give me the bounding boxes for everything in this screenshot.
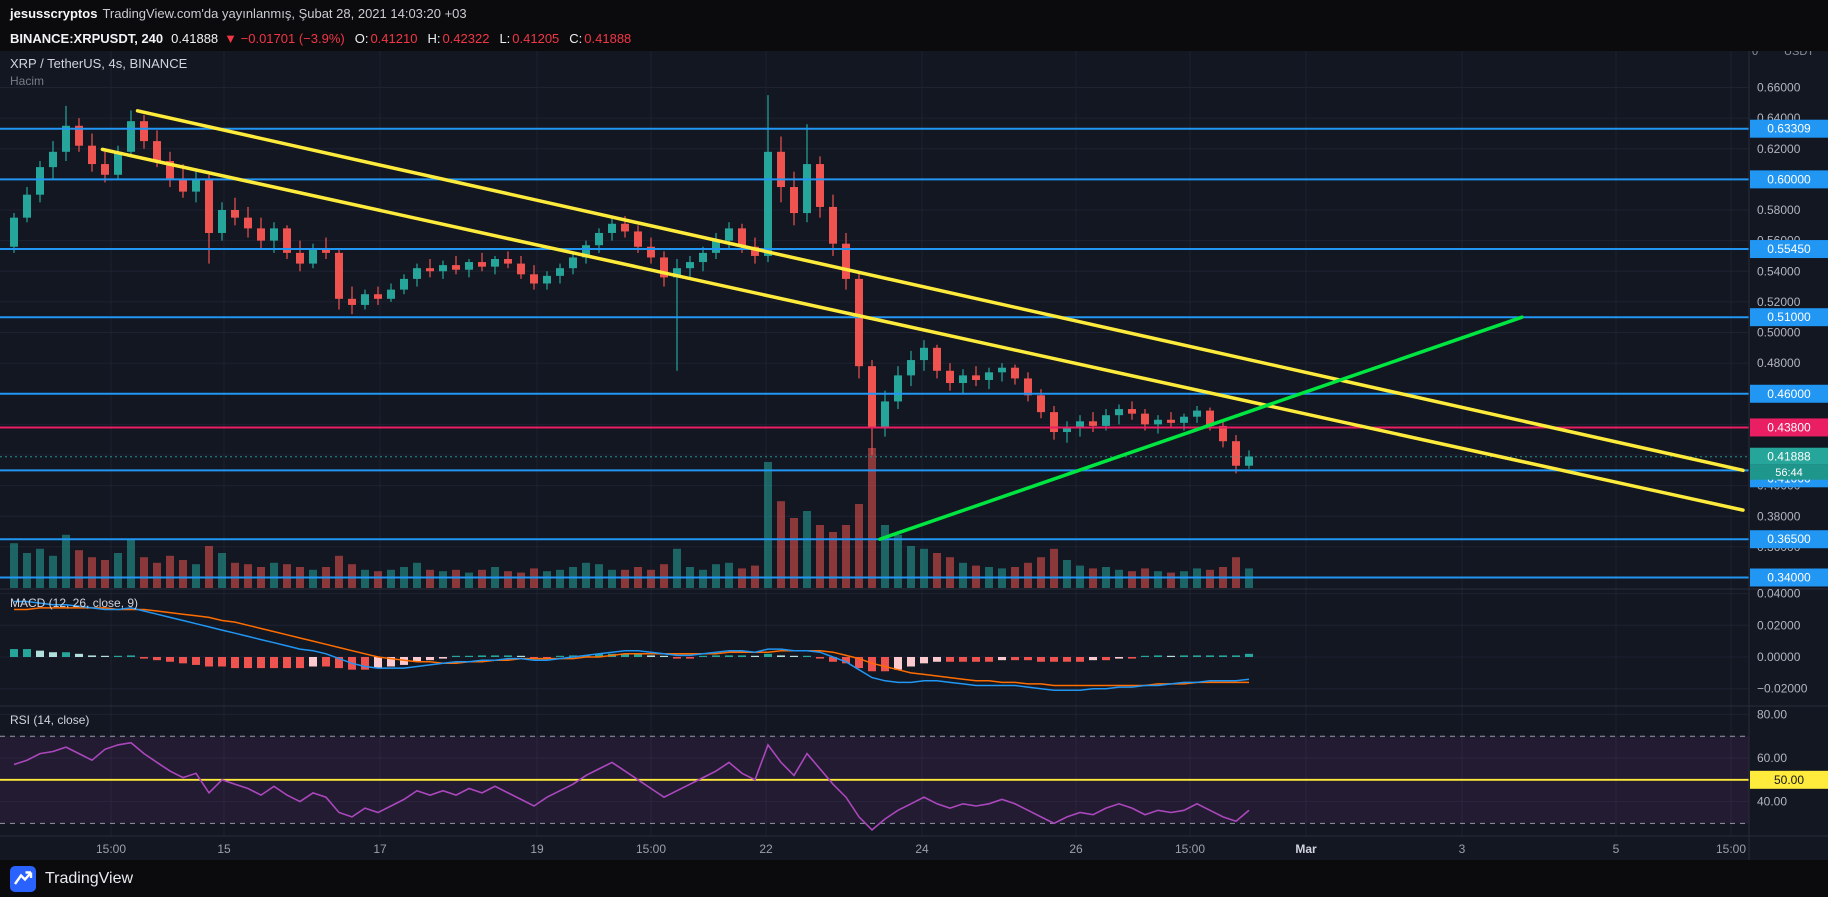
svg-text:3: 3	[1459, 842, 1466, 856]
svg-text:50.00: 50.00	[1774, 773, 1804, 787]
pane-separators	[0, 26, 1828, 860]
open-value: 0.41210	[370, 31, 418, 46]
close-label: C:	[569, 31, 583, 46]
svg-text:5: 5	[1613, 842, 1620, 856]
price-change: ▼ −0.01701 (−3.9%)	[224, 31, 345, 46]
svg-text:0.58000: 0.58000	[1757, 203, 1801, 217]
svg-text:19: 19	[530, 842, 544, 856]
axis-badges: 0.63309 0.60000 0.55450 0.51000 0.46000 0.438…	[1750, 119, 1828, 789]
macd-signal-line	[14, 607, 1249, 687]
svg-text:0.38000: 0.38000	[1757, 509, 1801, 523]
rsi-indicator-label[interactable]: RSI (14, close)	[10, 713, 90, 727]
chart-background	[0, 26, 1828, 860]
symbol-name: BINANCE:XRPUSDT, 240	[10, 31, 164, 46]
svg-text:0.66000: 0.66000	[1757, 81, 1801, 95]
svg-text:0.34000: 0.34000	[1767, 571, 1811, 585]
svg-text:0.41888: 0.41888	[1767, 450, 1811, 464]
axis-zero-label: 0	[1752, 46, 1759, 58]
tradingview-logo[interactable]	[10, 865, 36, 892]
svg-text:0.50000: 0.50000	[1757, 326, 1801, 340]
svg-text:0.52000: 0.52000	[1757, 295, 1801, 309]
high-value: 0.42322	[442, 31, 490, 46]
svg-text:0.46000: 0.46000	[1767, 387, 1811, 401]
last-price-value: 0.41888	[171, 31, 219, 46]
tradingview-brand[interactable]: TradingView	[45, 869, 134, 887]
svg-text:0.54000: 0.54000	[1757, 264, 1801, 278]
last-price-badge: 0.41888 56:44	[1750, 447, 1828, 480]
open-label: O:	[354, 31, 369, 46]
footer-bar: TradingView	[0, 860, 1828, 897]
svg-text:−0.02000: −0.02000	[1757, 682, 1808, 696]
svg-text:0.48000: 0.48000	[1757, 356, 1801, 370]
svg-text:0.63309: 0.63309	[1767, 122, 1811, 136]
volume-layer	[10, 448, 1253, 588]
svg-text:0.02000: 0.02000	[1757, 618, 1801, 632]
svg-text:26: 26	[1069, 842, 1083, 856]
macd-indicator-label[interactable]: MACD (12, 26, close, 9)	[10, 596, 139, 610]
rsi-line	[13, 741, 1250, 831]
svg-text:15:00: 15:00	[96, 842, 126, 856]
macd-layer	[10, 600, 1253, 692]
svg-text:22: 22	[759, 842, 773, 856]
level-lines[interactable]	[0, 127, 1749, 579]
svg-text:15:00: 15:00	[1716, 842, 1746, 856]
svg-text:0.51000: 0.51000	[1767, 310, 1811, 324]
svg-text:0.60000: 0.60000	[1767, 172, 1811, 186]
svg-text:0.36500: 0.36500	[1767, 532, 1811, 546]
svg-text:60.00: 60.00	[1757, 751, 1787, 765]
time-axis[interactable]: 15:00 15 17 19 15:00 22 24 26 15:00 Mar 3 5 15:00	[96, 842, 1746, 856]
svg-text:15: 15	[217, 842, 231, 856]
svg-text:0.00000: 0.00000	[1757, 650, 1801, 664]
svg-text:56:44: 56:44	[1775, 467, 1803, 479]
volume-indicator-label[interactable]: Hacim	[10, 74, 45, 88]
svg-text:40.00: 40.00	[1757, 795, 1787, 809]
svg-text:15:00: 15:00	[636, 842, 666, 856]
rsi-layer	[0, 735, 1749, 831]
svg-text:15:00: 15:00	[1175, 842, 1205, 856]
svg-text:24: 24	[915, 842, 929, 856]
author-name: jesusscryptos	[10, 5, 98, 21]
svg-text:0.04000: 0.04000	[1757, 587, 1801, 601]
symbol-info-bar: BINANCE:XRPUSDT, 240 0.41888 ▼ −0.01701 …	[0, 26, 1828, 51]
macd-main-line	[14, 600, 1250, 692]
publish-info-bar: jesusscryptos TradingView.com'da yayınla…	[0, 0, 1828, 26]
svg-text:17: 17	[373, 842, 387, 856]
low-label: L:	[499, 31, 511, 46]
chart-legend-title[interactable]: XRP / TetherUS, 4s, BINANCE	[10, 56, 188, 71]
trendlines-layer[interactable]	[100, 109, 1745, 541]
publish-text: TradingView.com'da yayınlanmış, Şubat 28…	[102, 5, 467, 21]
close-value: 0.41888	[584, 31, 632, 46]
ascending-support-trendline	[878, 315, 1524, 541]
low-value: 0.41205	[512, 31, 560, 46]
svg-text:0.43800: 0.43800	[1767, 420, 1811, 434]
svg-text:80.00: 80.00	[1757, 707, 1787, 721]
svg-text:Mar: Mar	[1295, 842, 1317, 856]
svg-text:0.62000: 0.62000	[1757, 142, 1801, 156]
high-label: H:	[427, 31, 441, 46]
descending-trendline-upper	[135, 109, 1745, 473]
descending-trendline-lower	[100, 147, 1745, 512]
svg-text:0.55450: 0.55450	[1767, 242, 1811, 256]
